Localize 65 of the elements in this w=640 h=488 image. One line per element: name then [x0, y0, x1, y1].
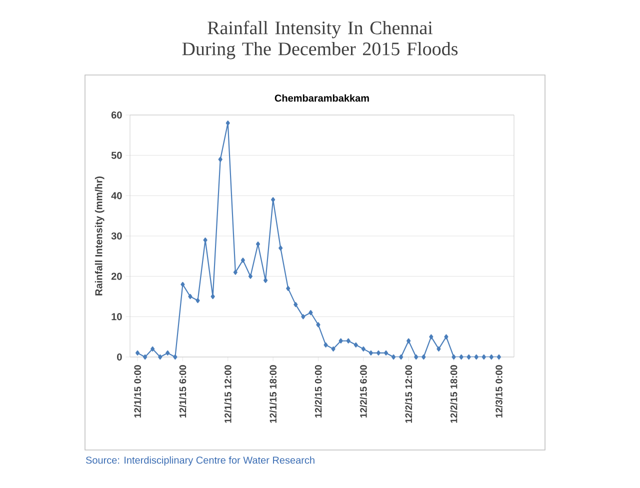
point: [180, 282, 185, 287]
point: [376, 350, 381, 356]
chart-title: Rainfall Intensity In Chennai During The December 2015 Floods: [182, 20, 458, 60]
point: [248, 274, 253, 279]
y-tick-label: 60: [111, 111, 122, 119]
x-tick-label: 12/1/15 0:00: [134, 365, 142, 418]
point: [324, 342, 328, 348]
point: [429, 334, 434, 340]
x-tick-label: 12/1/15 12:00: [224, 365, 232, 423]
point: [466, 354, 471, 360]
source-note: Source: Interdisciplinary Centre for Water Research: [86, 456, 314, 466]
point: [166, 350, 170, 356]
point: [271, 197, 276, 202]
point: [135, 350, 140, 356]
point: [444, 334, 448, 340]
point: [294, 302, 298, 308]
x-tick-label: 12/1/15 6:00: [179, 365, 186, 418]
point: [218, 156, 222, 162]
x-tick-label: 12/2/15 18:00: [450, 365, 458, 423]
y-tick-label: 0: [117, 353, 122, 361]
point: [474, 354, 478, 360]
y-tick-label: 30: [111, 232, 122, 240]
point: [384, 350, 388, 356]
x-tick-label: 12/2/15 12:00: [405, 365, 412, 423]
point: [143, 354, 148, 360]
point: [196, 298, 200, 304]
point: [354, 342, 358, 348]
point: [361, 346, 366, 352]
point: [158, 354, 162, 360]
point: [452, 354, 456, 360]
point: [150, 346, 155, 352]
point: [240, 258, 245, 263]
point: [436, 346, 441, 352]
point: [406, 338, 411, 344]
y-tick-label: 10: [112, 313, 122, 320]
point: [496, 354, 501, 360]
y-tick-label: 40: [111, 192, 122, 200]
point: [346, 338, 350, 344]
point: [316, 322, 320, 328]
point: [301, 314, 306, 320]
point: [173, 354, 178, 360]
point: [331, 346, 336, 352]
x-tick-label: 12/2/15 6:00: [360, 365, 367, 418]
point: [422, 354, 426, 360]
x-tick-label: 12/1/15 18:00: [270, 365, 277, 423]
point: [338, 338, 343, 344]
x-tick-label: 12/2/15 0:00: [314, 365, 322, 418]
point: [482, 354, 486, 360]
point: [263, 278, 268, 283]
point: [459, 354, 464, 360]
y-axis-title: Rainfall Intensity (mm/hr): [94, 176, 104, 296]
point: [414, 354, 418, 360]
point: [399, 354, 404, 360]
point: [233, 270, 238, 275]
point: [278, 246, 283, 251]
chart-subtitle: Chembarambakkam: [274, 94, 369, 102]
y-tick-label: 50: [111, 152, 122, 159]
point: [391, 354, 396, 360]
point: [368, 350, 373, 356]
point: [308, 310, 313, 316]
point: [286, 286, 290, 291]
x-tick-label: 12/3/15 0:00: [495, 365, 502, 418]
point: [188, 294, 192, 300]
point: [489, 354, 494, 360]
y-tick-label: 20: [111, 272, 122, 280]
